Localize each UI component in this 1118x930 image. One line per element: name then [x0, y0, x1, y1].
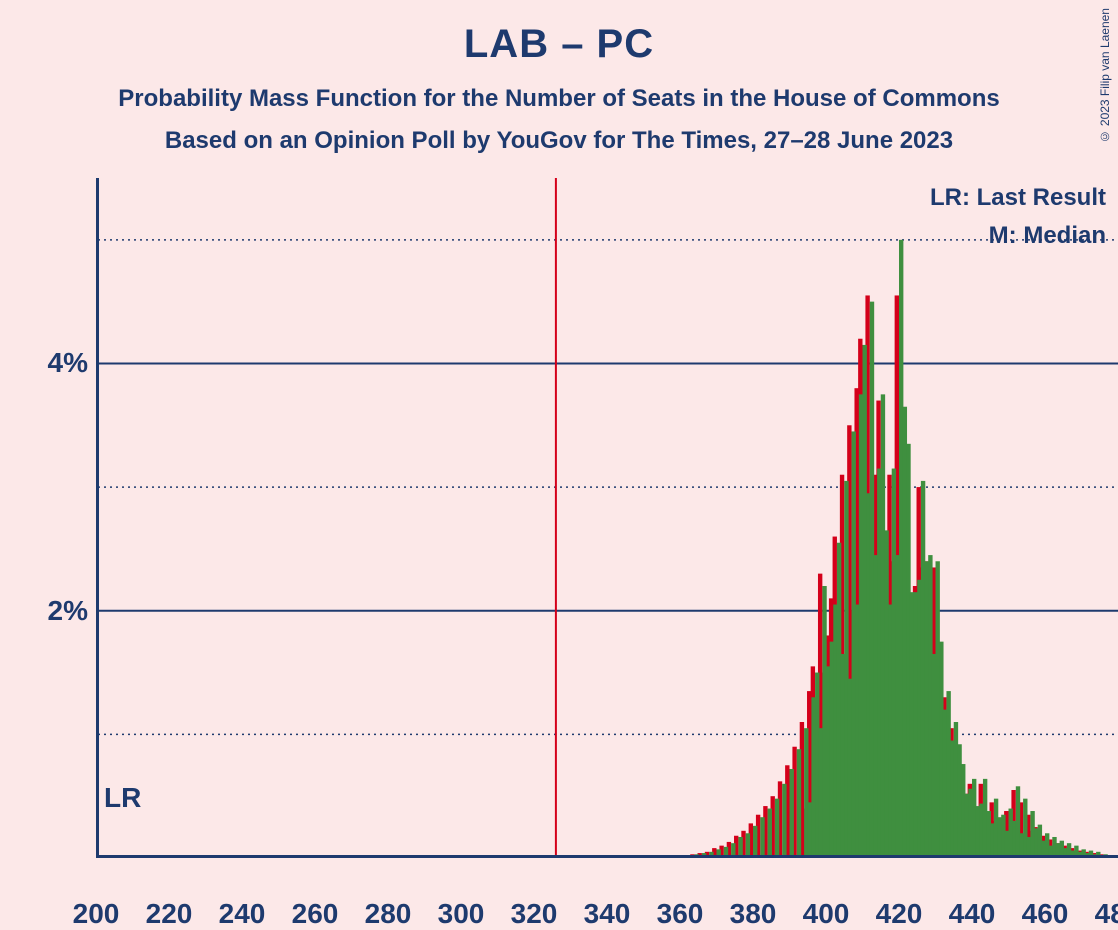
x-tick-label: 460 — [1022, 898, 1069, 930]
chart-title: LAB – PC — [0, 0, 1118, 67]
chart-subtitle-1: Probability Mass Function for the Number… — [0, 67, 1118, 113]
x-tick-label: 200 — [73, 898, 120, 930]
y-tick-label: 2% — [48, 595, 88, 627]
x-tick-label: 480 — [1095, 898, 1118, 930]
x-tick-label: 440 — [949, 898, 996, 930]
x-tick-label: 300 — [438, 898, 485, 930]
x-tick-label: 320 — [511, 898, 558, 930]
x-tick-label: 340 — [584, 898, 631, 930]
lr-marker-label: LR — [104, 782, 141, 814]
x-tick-label: 360 — [657, 898, 704, 930]
x-tick-label: 240 — [219, 898, 266, 930]
legend-lr: LR: Last Result — [930, 184, 1106, 212]
chart-subtitle-2: Based on an Opinion Poll by YouGov for T… — [0, 113, 1118, 155]
legend-m: M: Median — [989, 222, 1106, 250]
y-tick-label: 4% — [48, 347, 88, 379]
x-tick-label: 280 — [365, 898, 412, 930]
x-tick-label: 380 — [730, 898, 777, 930]
x-tick-label: 220 — [146, 898, 193, 930]
x-tick-label: 420 — [876, 898, 923, 930]
x-tick-label: 260 — [292, 898, 339, 930]
chart-svg — [96, 178, 1118, 858]
chart-area: LR: Last Result M: Median 20022024026028… — [96, 178, 1118, 858]
x-tick-label: 400 — [803, 898, 850, 930]
copyright-text: © 2023 Filip van Laenen — [1098, 8, 1112, 143]
